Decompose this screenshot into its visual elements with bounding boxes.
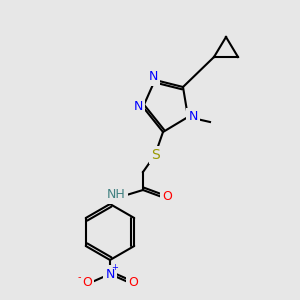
Text: N: N <box>105 268 115 281</box>
Text: O: O <box>128 275 138 289</box>
Text: N: N <box>148 70 158 83</box>
Text: O: O <box>162 190 172 203</box>
Text: NH: NH <box>106 188 125 202</box>
Text: S: S <box>151 148 159 162</box>
Text: +: + <box>112 263 118 272</box>
Text: N: N <box>133 100 143 113</box>
Text: -: - <box>77 272 81 282</box>
Text: N: N <box>188 110 198 124</box>
Text: O: O <box>82 275 92 289</box>
